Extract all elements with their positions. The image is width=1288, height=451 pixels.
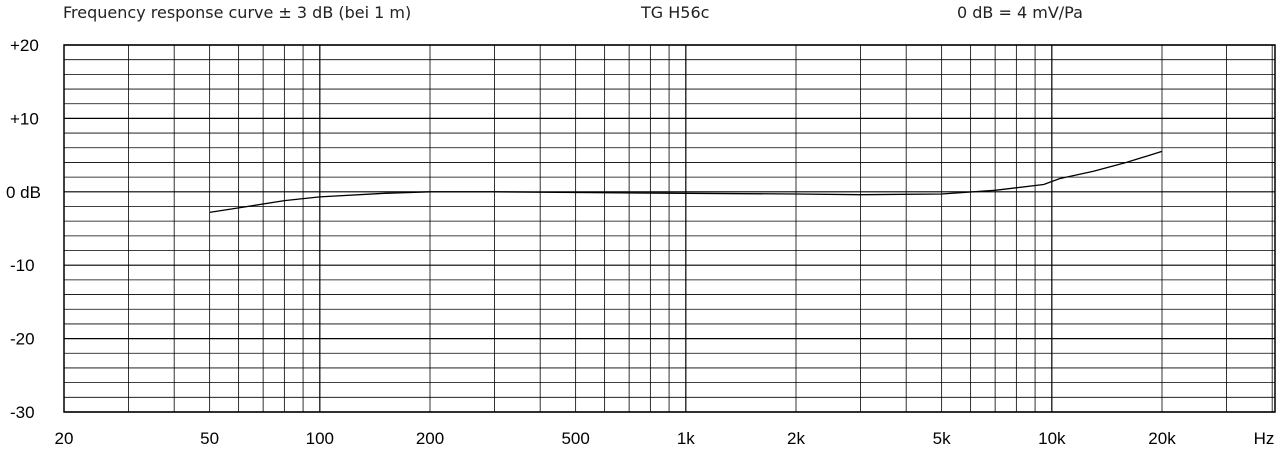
response-curve-line [209, 150, 1163, 214]
x-tick-label: 20 [55, 429, 74, 448]
x-tick-label: 2k [787, 429, 805, 448]
x-tick-label: 10k [1038, 429, 1066, 448]
y-tick-label: -20 [10, 330, 35, 349]
x-tick-label: 500 [561, 429, 589, 448]
x-tick-label: 100 [306, 429, 334, 448]
y-tick-label: -30 [10, 403, 35, 422]
x-tick-label: 20k [1148, 429, 1176, 448]
y-tick-label: 0 dB [6, 183, 41, 202]
model-label: TG H56c [641, 3, 710, 22]
x-tick-label: 1k [677, 429, 695, 448]
x-unit-label: Hz [1254, 429, 1275, 448]
x-tick-label: 50 [200, 429, 219, 448]
chart-title: Frequency response curve ± 3 dB (bei 1 m… [63, 3, 412, 22]
y-tick-label: -10 [10, 256, 35, 275]
reference-level-label: 0 dB = 4 mV/Pa [957, 3, 1083, 22]
y-tick-label: +10 [10, 109, 39, 128]
y-tick-label: +20 [10, 36, 39, 55]
chart-grid [63, 44, 1275, 413]
x-axis-labels: 20 50 100 200 500 1k 2k 5k 10k 20k Hz [55, 429, 1275, 448]
x-tick-label: 5k [933, 429, 951, 448]
plot-frame [63, 44, 1276, 413]
x-tick-label: 200 [416, 429, 444, 448]
y-axis-labels: +20 +10 0 dB -10 -20 -30 [6, 36, 41, 422]
